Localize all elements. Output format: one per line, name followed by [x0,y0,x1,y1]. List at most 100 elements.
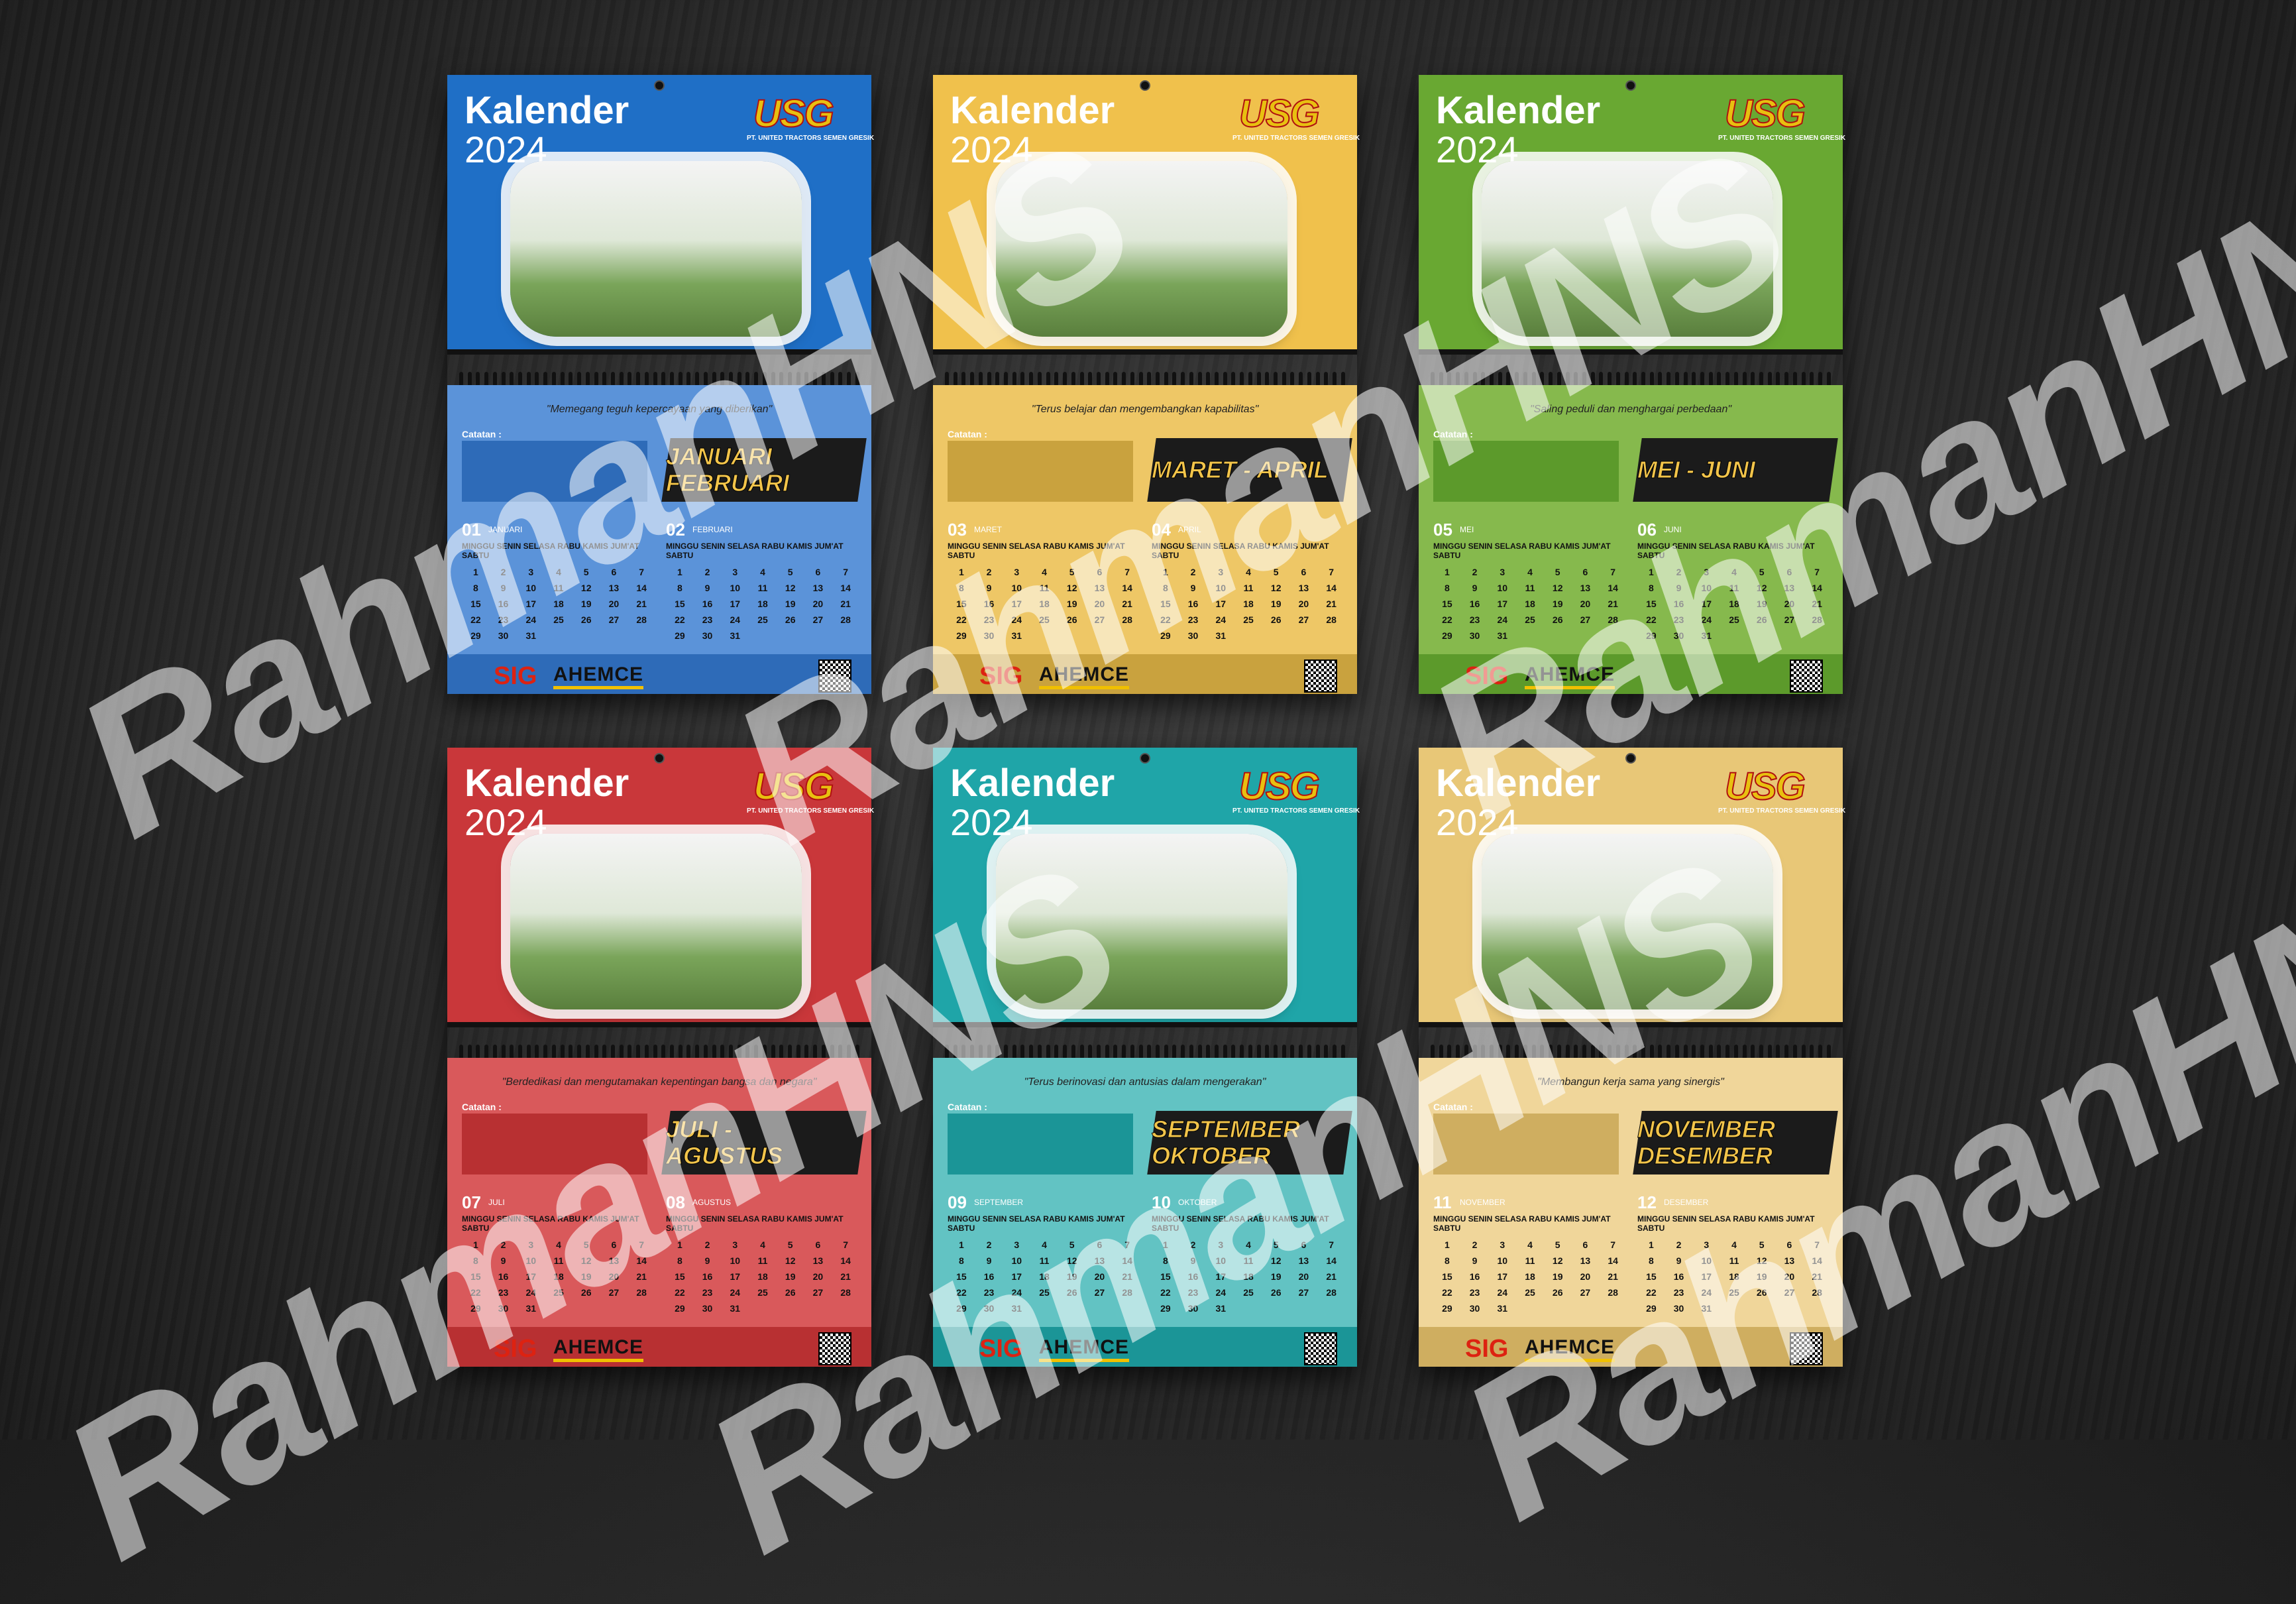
day-cell: 19 [1756,1271,1767,1282]
day-cell: 13 [1094,583,1105,593]
day-cell: 10 [1011,583,1022,593]
month-grid: 10 OKTOBER MINGGU SENIN SELASA RABU KAMI… [1152,1192,1345,1314]
hanging-hole [1625,80,1636,91]
day-cell: 29 [1442,630,1452,641]
day-cell: 26 [785,1287,796,1298]
calendar-bottom: "Berdedikasi dan mengutamakan kepentinga… [447,1058,871,1367]
month-grid: 09 SEPTEMBER MINGGU SENIN SELASA RABU KA… [948,1192,1141,1314]
calendar-footer [1419,1327,1843,1367]
day-cell: 11 [1039,1255,1050,1266]
day-cell: 15 [1160,599,1171,609]
spiral-rings [945,1045,1345,1059]
day-cell: 16 [702,1271,713,1282]
day-cell: 1 [677,1239,683,1250]
day-cell: 21 [840,1271,851,1282]
day-cell: 14 [1608,1255,1618,1266]
month-number: 04 [1152,519,1171,540]
day-cell: 15 [1646,1271,1657,1282]
day-cell: 27 [1784,614,1795,625]
day-cell: 27 [1094,614,1105,625]
day-cell: 17 [730,1271,741,1282]
day-cell: 6 [1786,567,1792,577]
month-number: 06 [1637,519,1657,540]
day-cell: 22 [470,614,481,625]
month-name: DESEMBER [1664,1198,1709,1207]
day-cell: 28 [840,614,851,625]
day-cell: 6 [611,567,617,577]
day-cell: 4 [1246,567,1251,577]
day-cell: 28 [1812,614,1822,625]
day-cell: 22 [1442,614,1452,625]
day-cell: 23 [1187,614,1199,625]
month-name: JULI [488,1198,505,1207]
day-cell: 2 [1472,567,1478,577]
sig-logo: SIG [979,662,1023,690]
weekday-header: MINGGU SENIN SELASA RABU KAMIS JUM'AT SA… [1637,542,1815,560]
month-name: JANUARI [488,525,523,534]
day-cell: 1 [677,567,683,577]
day-cell: 12 [1756,583,1767,593]
day-cell: 9 [986,1255,992,1266]
day-cell: 26 [580,614,592,625]
day-cell: 30 [702,630,713,641]
day-cell: 23 [702,1287,713,1298]
usg-logo: USG PT. UNITED TRACTORS SEMEN GRESIK [747,92,875,143]
day-cell: 31 [1011,630,1022,641]
day-cell: 18 [1039,1271,1050,1282]
months-label: MEI - JUNI [1637,456,1756,483]
day-cell: 4 [556,1239,561,1250]
month-number: 01 [462,519,481,540]
month-name: SEPTEMBER [974,1198,1024,1207]
day-cell: 29 [675,630,685,641]
day-cell: 18 [1039,599,1050,609]
day-cell: 5 [1759,567,1765,577]
calendar-sheet: Kalender 2024 USG PT. UNITED TRACTORS SE… [447,75,875,694]
day-cell: 31 [525,1303,537,1314]
day-cell: 29 [675,1303,685,1314]
day-cell: 18 [757,599,768,609]
day-cell: 2 [1676,567,1682,577]
day-cell: 13 [1580,1255,1591,1266]
day-cell: 3 [1500,567,1505,577]
month-number: 12 [1637,1192,1657,1212]
day-cell: 23 [983,1287,995,1298]
day-cell: 13 [1784,583,1795,593]
day-cell: 9 [704,583,710,593]
day-cell: 27 [1580,1287,1591,1298]
day-cell: 17 [1011,1271,1022,1282]
day-cell: 31 [1215,1303,1227,1314]
day-cell: 1 [472,1239,478,1250]
day-cell: 13 [1298,583,1309,593]
day-cell: 8 [958,583,964,593]
notes-box [462,441,647,502]
day-cell: 18 [1729,599,1739,609]
day-cell: 31 [1701,1303,1712,1314]
day-cell: 22 [675,1287,685,1298]
day-cell: 27 [1094,1287,1105,1298]
day-cell: 6 [815,567,821,577]
day-cell: 26 [1270,1287,1282,1298]
day-cell: 20 [1298,1271,1309,1282]
day-cell: 12 [580,1255,592,1266]
day-cell: 5 [583,1239,589,1250]
day-cell: 21 [1812,1271,1822,1282]
day-cell: 6 [1582,567,1588,577]
day-cell: 8 [958,1255,964,1266]
day-cell: 28 [1122,614,1132,625]
weekday-header: MINGGU SENIN SELASA RABU KAMIS JUM'AT SA… [1433,542,1611,560]
day-cell: 1 [1162,567,1168,577]
day-cell: 2 [1472,1239,1478,1250]
day-cell: 10 [730,1255,741,1266]
day-cell: 29 [1442,1303,1452,1314]
day-cell: 29 [1160,1303,1171,1314]
calendar-top: Kalender 2024 USG PT. UNITED TRACTORS SE… [447,748,874,1023]
spiral-binding [447,1022,871,1027]
day-cell: 27 [812,614,824,625]
day-cell: 20 [608,1271,620,1282]
day-cell: 31 [525,630,537,641]
day-cell: 31 [1497,1303,1508,1314]
day-cell: 28 [636,614,647,625]
day-cell: 6 [1097,567,1103,577]
day-cells: 1 2 3 4 5 6 7 8 9 10 11 12 13 14 15 16 17 18 19 20 21 22 23 24 2… [666,567,859,641]
day-cell: 17 [1701,599,1712,609]
